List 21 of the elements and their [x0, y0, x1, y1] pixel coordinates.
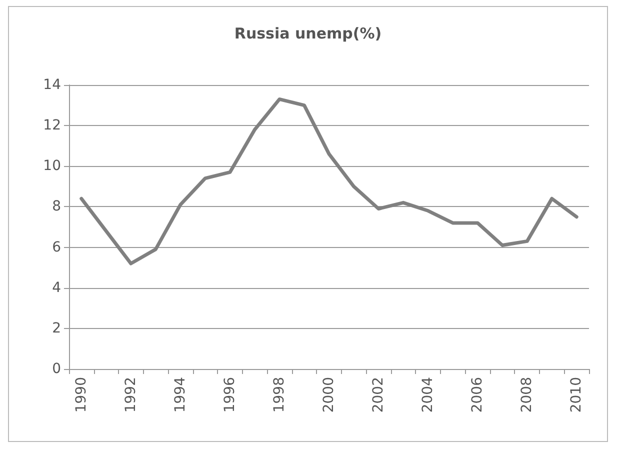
x-tick-label: 2006 — [470, 376, 486, 413]
x-tick-label: 2002 — [370, 377, 387, 413]
y-tick-label: 12 — [43, 118, 61, 134]
x-tick-label: 1992 — [122, 377, 139, 413]
x-tick-label: 1994 — [172, 376, 188, 413]
y-tick-label: 4 — [52, 280, 62, 296]
x-tick-label: 1998 — [271, 377, 288, 413]
x-tick-label: 2010 — [568, 377, 585, 413]
x-tick-label: 2000 — [321, 377, 337, 413]
y-tick-label: 0 — [52, 361, 61, 377]
y-tick-label: 14 — [43, 77, 62, 93]
x-tick-label: 1996 — [222, 376, 238, 413]
line-series — [80, 97, 578, 266]
y-tick-label: 10 — [43, 158, 61, 174]
chart-title: Russia unemp(%) — [234, 24, 382, 42]
y-tick-label: 2 — [52, 320, 61, 336]
x-tick-label: 1990 — [73, 377, 90, 413]
x-tick-label: 2004 — [420, 376, 436, 413]
y-tick-label: 8 — [52, 198, 61, 215]
y-tick-label: 6 — [52, 239, 62, 256]
x-tick-label: 2008 — [519, 377, 536, 413]
